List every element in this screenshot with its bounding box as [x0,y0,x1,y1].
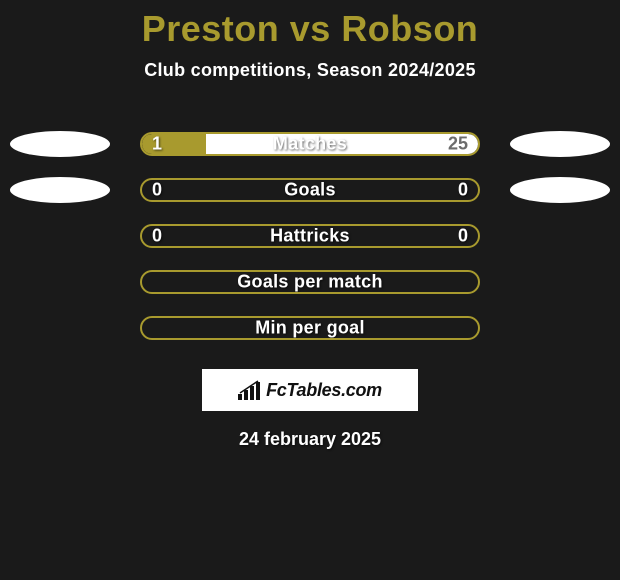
stat-label: Goals per match [142,272,478,293]
team-badge-left [10,177,110,203]
stat-bar: Goals0 0 [140,178,480,202]
bar-chart-icon [238,380,262,400]
stat-value-left: 0 [152,226,162,247]
stat-bar: Hattricks0 0 [140,224,480,248]
team-badge-right [510,131,610,157]
player2-name: Robson [341,8,478,49]
watermark-text: FcTables.com [266,380,382,401]
stat-bar-fill-right [206,134,478,154]
stat-bar: Min per goal [140,316,480,340]
vs-separator: vs [290,8,331,49]
date-stamp: 24 february 2025 [0,429,620,450]
page-title: Preston vs Robson [0,0,620,50]
player1-name: Preston [142,8,280,49]
stat-label: Min per goal [142,318,478,339]
stat-row: Goals per match [0,259,620,305]
stat-row: Matches125 [0,121,620,167]
stat-value-right: 0 [458,180,468,201]
stat-row: Hattricks0 0 [0,213,620,259]
stat-value-right: 0 [458,226,468,247]
stat-bar-fill-left [142,134,206,154]
team-badge-left [10,131,110,157]
stat-label: Hattricks [142,226,478,247]
stat-row: Goals0 0 [0,167,620,213]
stat-value-left: 0 [152,180,162,201]
team-badge-right [510,177,610,203]
stat-bar: Matches125 [140,132,480,156]
subtitle: Club competitions, Season 2024/2025 [0,60,620,81]
stat-bar: Goals per match [140,270,480,294]
watermark: FcTables.com [202,369,418,411]
stat-row: Min per goal [0,305,620,351]
stats-rows: Matches125Goals00Hattricks00Goals per ma… [0,121,620,351]
stat-label: Goals [142,180,478,201]
